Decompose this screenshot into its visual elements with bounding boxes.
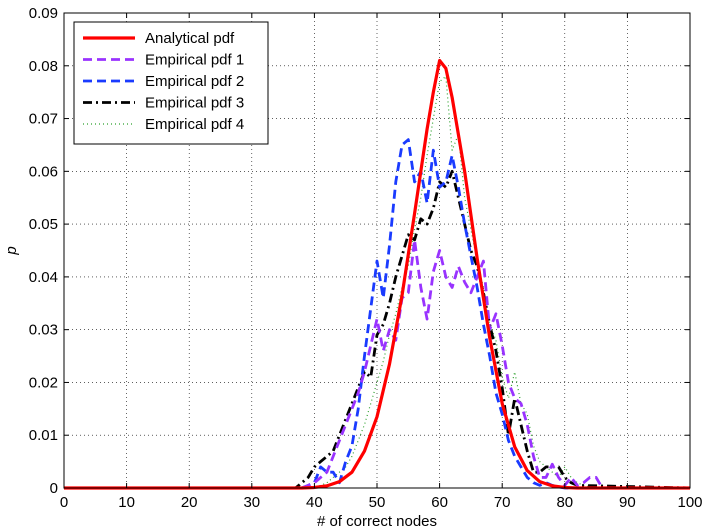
y-tick-label: 0.08	[29, 58, 58, 75]
x-tick-label: 100	[677, 494, 702, 511]
legend-label: Empirical pdf 2	[145, 73, 244, 90]
series-line-empirical-pdf-2	[64, 138, 690, 490]
series-line-empirical-pdf-4	[64, 75, 691, 489]
y-tick-label: 0.06	[29, 163, 58, 180]
legend-label: Empirical pdf 1	[145, 52, 244, 69]
y-tick-label: 0.03	[29, 322, 58, 339]
y-tick-label: 0.09	[29, 5, 58, 22]
y-tick-label: 0.02	[29, 374, 58, 391]
x-tick-label: 50	[369, 494, 386, 511]
series-line-analytical-pdf	[64, 58, 690, 490]
x-tick-label: 30	[243, 494, 260, 511]
legend-box	[73, 21, 269, 145]
tick-layer: 0 10 20 30 40 50 60 70 80 90 100 0 0.01 0.02 0.03 0.04 0…	[29, 5, 703, 511]
y-tick-label: 0.07	[29, 111, 58, 128]
series-line-empirical-pdf-3	[64, 169, 691, 490]
y-tick-label: 0.05	[29, 216, 58, 233]
x-axis-label: # of correct nodes	[317, 513, 437, 530]
series-layer	[64, 58, 691, 490]
y-axis-label: p	[3, 246, 20, 255]
x-tick-label: 10	[118, 494, 135, 511]
series-line-empirical-pdf-1	[64, 238, 690, 490]
x-tick-label: 0	[60, 494, 68, 511]
legend-label: Analytical pdf	[145, 30, 235, 47]
x-tick-label: 70	[494, 494, 511, 511]
x-tick-label: 40	[306, 494, 323, 511]
x-tick-label: 20	[181, 494, 198, 511]
x-tick-label: 60	[431, 494, 448, 511]
y-tick-label: 0.04	[29, 269, 58, 286]
y-tick-label: 0	[50, 480, 58, 497]
x-tick-label: 80	[556, 494, 573, 511]
x-tick-label: 90	[619, 494, 636, 511]
legend-label: Empirical pdf 4	[145, 116, 244, 133]
grid-layer	[64, 13, 690, 488]
y-tick-label: 0.01	[29, 427, 58, 444]
legend: Analytical pdf Empirical pdf 1 Empirical p…	[73, 21, 269, 145]
legend-label: Empirical pdf 3	[145, 95, 244, 112]
